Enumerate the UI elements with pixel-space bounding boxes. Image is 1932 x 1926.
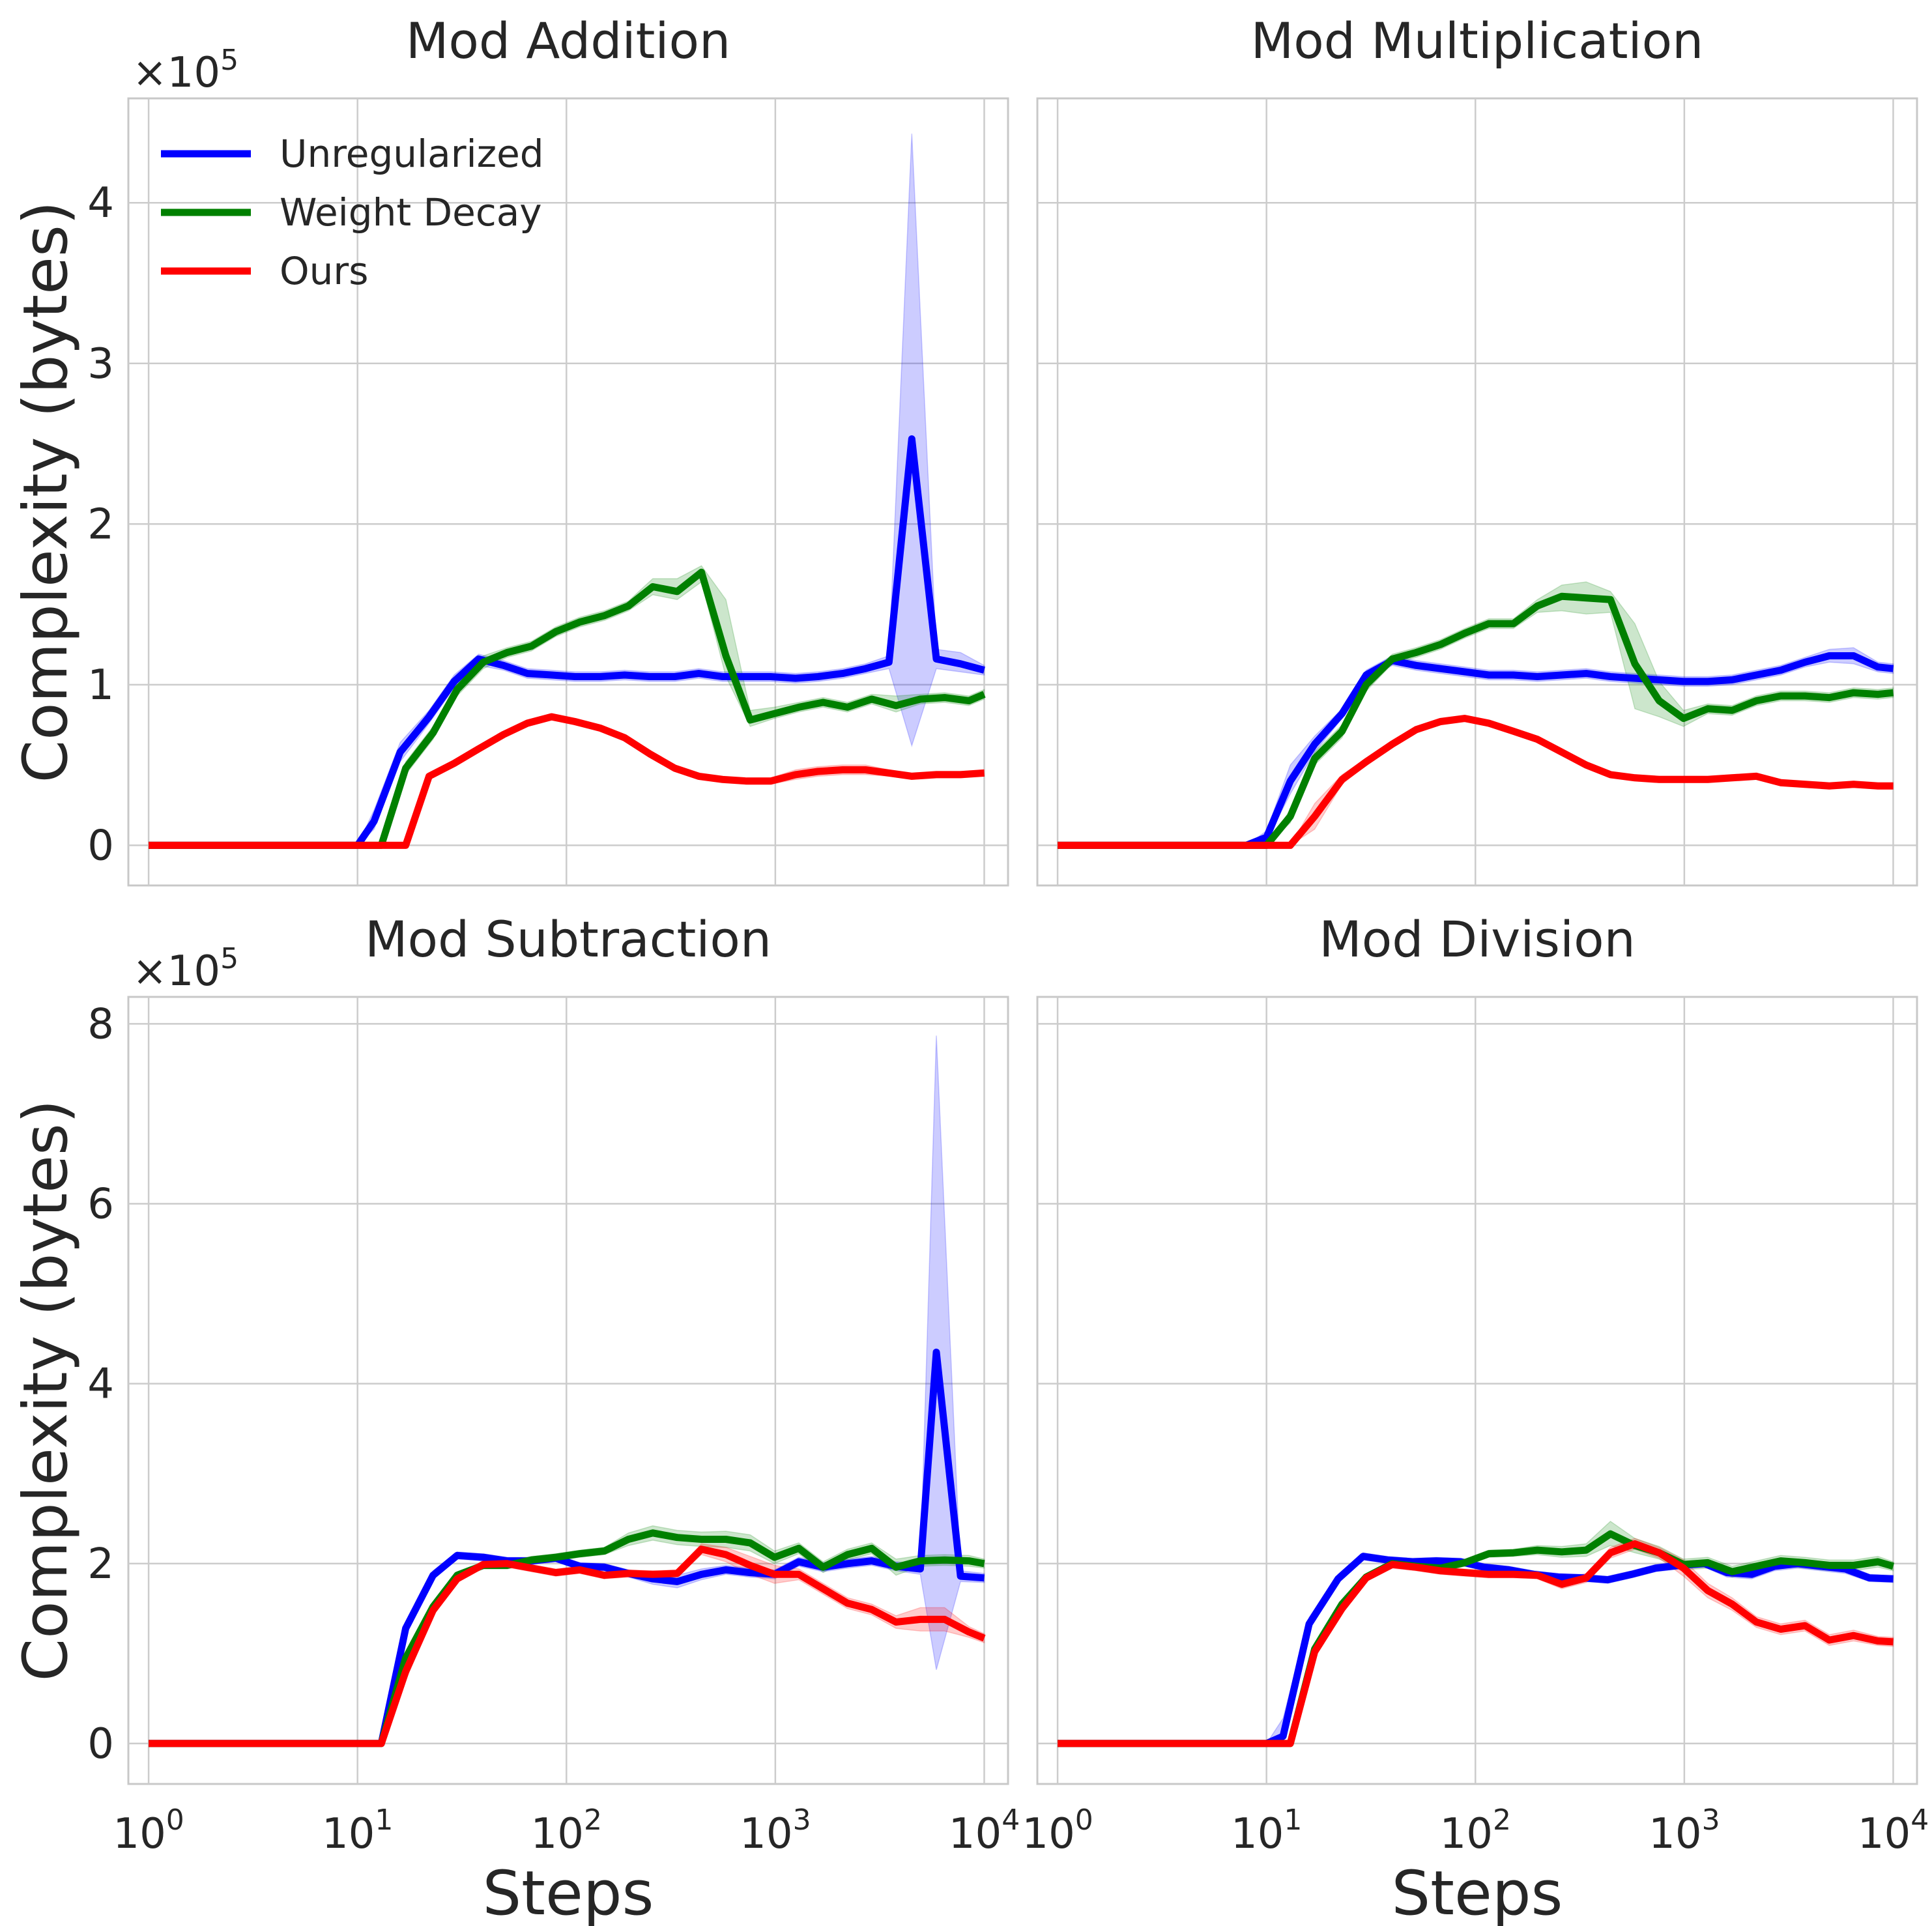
plot-area (1036, 996, 1918, 1785)
x-tick-label: 103 (740, 1804, 811, 1858)
series-line-0 (1058, 652, 1894, 849)
confidence-band-0 (149, 134, 985, 846)
y-tick-label: 0 (87, 1720, 114, 1768)
x-tick-label: 103 (1649, 1804, 1720, 1858)
y-tick-label: 0 (87, 822, 114, 870)
y-tick-label: 4 (87, 179, 114, 227)
series-line-2 (1058, 1540, 1894, 1747)
legend-label-0: Unregularized (280, 132, 544, 176)
y-tick-label: 6 (87, 1181, 114, 1229)
x-axis-label: Steps (1392, 1858, 1563, 1926)
chart-title: Mod Subtraction (365, 910, 771, 968)
chart-title: Mod Addition (406, 12, 730, 70)
legend: Unregularized Weight Decay Ours (161, 132, 544, 293)
y-tick-label: 4 (87, 1360, 114, 1409)
y-axis-label: Complexity (bytes) (10, 201, 81, 783)
chart-panel-2: Mod Multiplication (1036, 12, 1918, 887)
y-tick-label: 1 (87, 661, 114, 710)
y-axis-label: Complexity (bytes) (10, 1099, 81, 1681)
x-tick-label: 104 (949, 1804, 1020, 1858)
x-axis-label: Steps (483, 1858, 654, 1926)
chart-panel-1: Mod Addition 0 1 2 3 4 ×105 Complexity (bytes) U… (10, 12, 1009, 887)
series-line-2 (149, 1545, 986, 1747)
x-tick-label: 102 (531, 1804, 602, 1858)
chart-title: Mod Division (1319, 910, 1636, 968)
y-tick-label: 2 (87, 1540, 114, 1588)
y-tick-label: 3 (87, 340, 114, 388)
y-tick-label: 8 (87, 1000, 114, 1048)
y-axis-multiplier: ×105 (132, 44, 238, 97)
x-tick-label: 101 (1231, 1804, 1302, 1858)
legend-label-2: Ours (280, 249, 368, 293)
series-line-2 (1058, 715, 1894, 849)
x-tick-label: 101 (322, 1804, 393, 1858)
plot-area (127, 97, 1009, 887)
x-tick-label: 104 (1858, 1804, 1929, 1858)
series-line-1 (1058, 592, 1894, 849)
y-tick-label: 2 (87, 500, 114, 549)
legend-label-1: Weight Decay (280, 190, 542, 235)
plot-area (127, 996, 1009, 1785)
x-tick-label: 102 (1440, 1804, 1511, 1858)
chart-title: Mod Multiplication (1251, 12, 1704, 70)
series-line-0 (149, 435, 985, 849)
chart-panel-3: Mod Subtraction 0 2 4 6 8 ×105 Complexity (byte… (10, 910, 1020, 1926)
x-tick-label: 100 (1022, 1804, 1093, 1858)
x-tick-label: 100 (113, 1804, 184, 1858)
chart-panel-4: Mod Division 100 101 102 103 104 Steps (1022, 910, 1929, 1926)
y-axis-multiplier: ×105 (132, 942, 238, 996)
plot-area (1036, 97, 1918, 887)
series-line-2 (149, 713, 985, 849)
